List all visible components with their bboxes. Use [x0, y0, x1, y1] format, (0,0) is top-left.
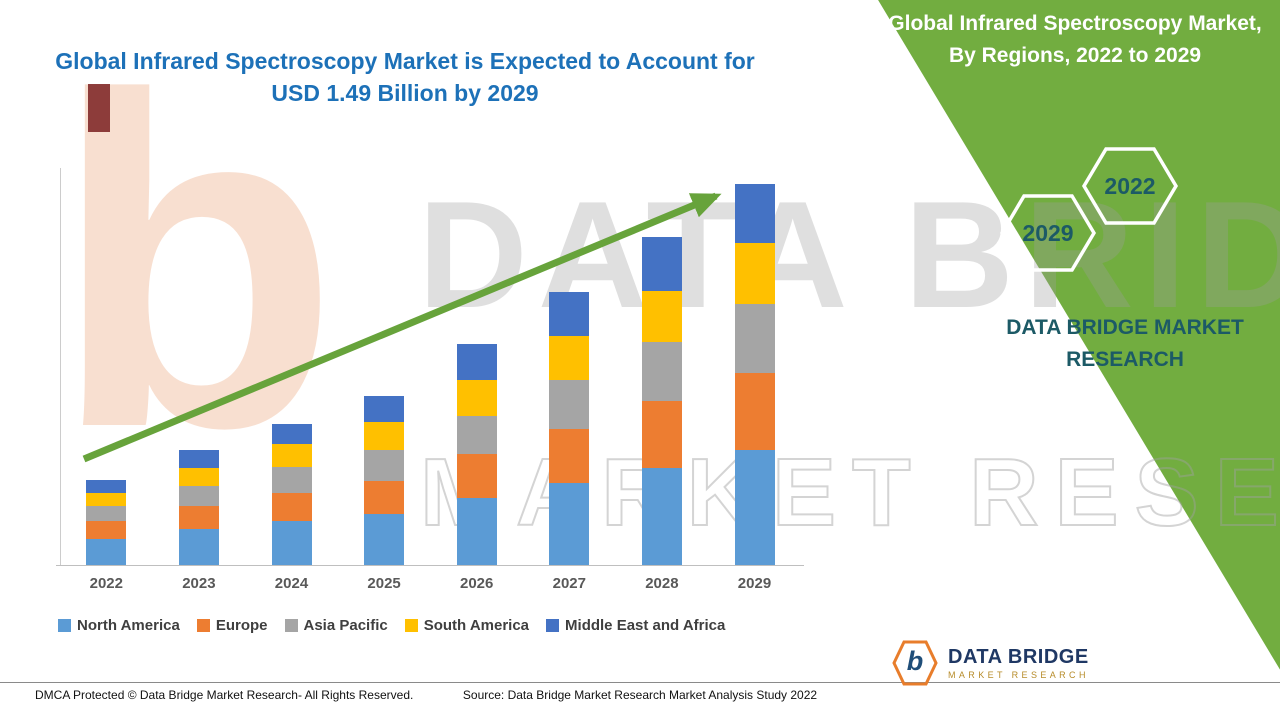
legend-label: North America	[77, 617, 180, 634]
footer-divider	[0, 682, 1280, 683]
x-axis-line	[56, 565, 804, 566]
bar-segment-europe	[364, 481, 405, 514]
bar-segment-north-america	[549, 483, 590, 565]
x-axis-label: 2026	[460, 575, 494, 592]
bar-segment-middle-east-and-africa	[271, 424, 312, 444]
bar-segment-asia-pacific	[364, 450, 405, 481]
logo-name: DATA BRIDGE	[948, 645, 1089, 668]
bar-segment-asia-pacific	[178, 486, 219, 506]
bar-segment-europe	[86, 521, 127, 539]
brand-line2: RESEARCH	[1066, 347, 1184, 371]
bar-segment-south-america	[549, 336, 590, 380]
source-note: Source: Data Bridge Market Research Mark…	[462, 688, 818, 702]
bar-segment-middle-east-and-africa	[178, 450, 219, 468]
bar-segment-middle-east-and-africa	[641, 237, 682, 291]
legend-item: South America	[404, 617, 530, 634]
bar-segment-south-america	[178, 468, 219, 486]
legend-swatch	[404, 619, 418, 632]
bar-segment-europe	[456, 454, 497, 498]
bar-segment-north-america	[86, 539, 127, 565]
legend-label: Europe	[215, 617, 268, 634]
hexagon-2029: 2029	[1000, 194, 1096, 272]
bar-segment-middle-east-and-africa	[549, 292, 590, 336]
logo-hexagon-icon	[892, 640, 938, 686]
bar-segment-north-america	[178, 529, 219, 565]
x-axis-label: 2027	[552, 575, 586, 592]
hexagon-2022-label: 2022	[1104, 172, 1156, 199]
bar-segment-asia-pacific	[549, 380, 590, 429]
legend-item: Asia Pacific	[284, 617, 388, 634]
page-title-line1: Global Infrared Spectroscopy Market is E…	[55, 48, 755, 74]
databridge-logo: b DATA BRIDGE MARKET RESEARCH	[892, 640, 1089, 686]
legend-swatch	[58, 619, 71, 632]
bar-segment-asia-pacific	[456, 416, 497, 454]
brand-wordmark: DATA BRIDGE MARKET RESEARCH	[985, 312, 1265, 375]
x-axis-label: 2025	[367, 575, 401, 592]
bar-segment-middle-east-and-africa	[86, 480, 127, 493]
bar-segment-asia-pacific	[734, 304, 775, 373]
x-axis-label: 2022	[89, 575, 123, 592]
hexagon-2022: 2022	[1082, 147, 1178, 225]
legend-label: Asia Pacific	[303, 617, 388, 634]
legend-item: North America	[58, 617, 180, 634]
dmca-notice: DMCA Protected © Data Bridge Market Rese…	[35, 688, 414, 702]
chart-heading: Global Infrared Spectroscopy Market, By …	[878, 8, 1272, 71]
hexagon-2029-label: 2029	[1022, 219, 1074, 246]
bar-segment-north-america	[271, 521, 312, 565]
brand-line1: DATA BRIDGE MARKET	[1006, 316, 1244, 339]
databridge-logo-icon: b	[892, 640, 938, 686]
legend-item: Europe	[196, 617, 268, 634]
chart-legend: North America Europe Asia Pacific South Ame…	[58, 617, 725, 634]
bar-segment-south-america	[734, 243, 775, 304]
bar-segment-south-america	[364, 422, 405, 450]
bar-segment-europe	[178, 506, 219, 529]
bar-segment-middle-east-and-africa	[456, 344, 497, 380]
legend-swatch	[196, 619, 210, 632]
bar-segment-europe	[734, 373, 775, 450]
legend-swatch	[284, 619, 298, 632]
watermark-maroon-square	[88, 84, 110, 132]
bar-segment-asia-pacific	[271, 467, 312, 493]
bar-segment-south-america	[641, 291, 682, 342]
legend-label: Middle East and Africa	[565, 617, 726, 634]
x-axis-label: 2029	[737, 575, 772, 592]
bar-segment-europe	[549, 429, 590, 483]
bar-segment-europe	[641, 401, 682, 468]
bar-segment-south-america	[456, 380, 497, 416]
bar-segment-south-america	[271, 444, 312, 467]
logo-tagline: MARKET RESEARCH	[948, 669, 1089, 680]
bar-segment-north-america	[364, 514, 405, 565]
x-axis-label: 2023	[182, 575, 216, 592]
chart-heading-line2: By Regions, 2022 to 2029	[948, 43, 1202, 67]
y-axis-line	[60, 168, 61, 565]
bar-segment-europe	[271, 493, 312, 521]
x-axis-label: 2024	[274, 575, 309, 592]
bar-segment-north-america	[734, 450, 775, 565]
chart-heading-line1: Global Infrared Spectroscopy Market,	[888, 12, 1262, 35]
bar-segment-north-america	[456, 498, 497, 565]
x-axis-label: 2028	[645, 575, 679, 592]
legend-label: South America	[423, 617, 530, 634]
bar-segment-middle-east-and-africa	[364, 396, 405, 422]
bar-segment-north-america	[641, 468, 682, 565]
logo-text: DATA BRIDGE MARKET RESEARCH	[948, 647, 1089, 680]
bar-segment-middle-east-and-africa	[734, 184, 775, 243]
logo-letter: b	[906, 645, 924, 676]
hexagon-outline-icon	[1082, 147, 1178, 225]
page-title-line2: USD 1.49 Billion by 2029	[271, 80, 539, 107]
bar-segment-asia-pacific	[641, 342, 682, 401]
page-title: Global Infrared Spectroscopy Market is E…	[55, 45, 755, 109]
legend-swatch	[546, 619, 560, 632]
bar-segment-asia-pacific	[86, 506, 127, 521]
bar-segment-south-america	[86, 493, 127, 506]
legend-item: Middle East and Africa	[546, 617, 725, 634]
hexagon-outline-icon	[1000, 194, 1096, 272]
